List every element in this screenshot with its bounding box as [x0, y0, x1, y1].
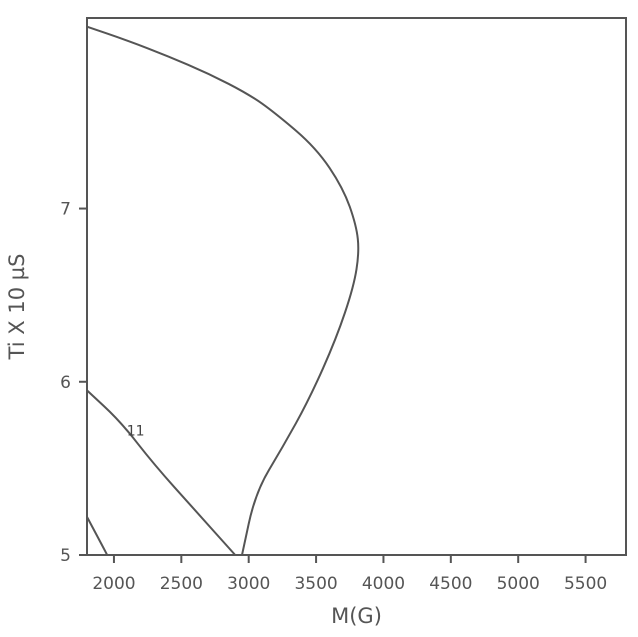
x-tick-label: 2000 [92, 574, 135, 594]
x-tick-label: 3500 [294, 574, 337, 594]
y-tick-label: 6 [60, 373, 71, 393]
contour-line [86, 25, 360, 556]
x-tick-label: 3000 [227, 574, 270, 594]
x-tick-label: 5500 [564, 574, 607, 594]
x-tick-label: 5000 [497, 574, 540, 594]
contour-line [86, 389, 236, 556]
x-tick-label: 4500 [429, 574, 472, 594]
y-axis-ticks: 5 6 7 [60, 200, 87, 566]
plot-frame [86, 17, 627, 556]
x-tick-label: 4000 [362, 574, 405, 594]
y-tick-label: 7 [60, 200, 71, 220]
y-axis-title: Ti X 10 µS [5, 254, 29, 361]
contour-label: 11 [127, 424, 145, 440]
y-tick-label: 5 [60, 546, 71, 566]
contour-labels: 11 [127, 424, 145, 440]
x-axis-title: M(G) [331, 604, 382, 628]
x-axis-ticks: 2000 2500 3000 3500 4000 4500 5000 5500 [92, 555, 607, 594]
x-tick-label: 2500 [160, 574, 203, 594]
